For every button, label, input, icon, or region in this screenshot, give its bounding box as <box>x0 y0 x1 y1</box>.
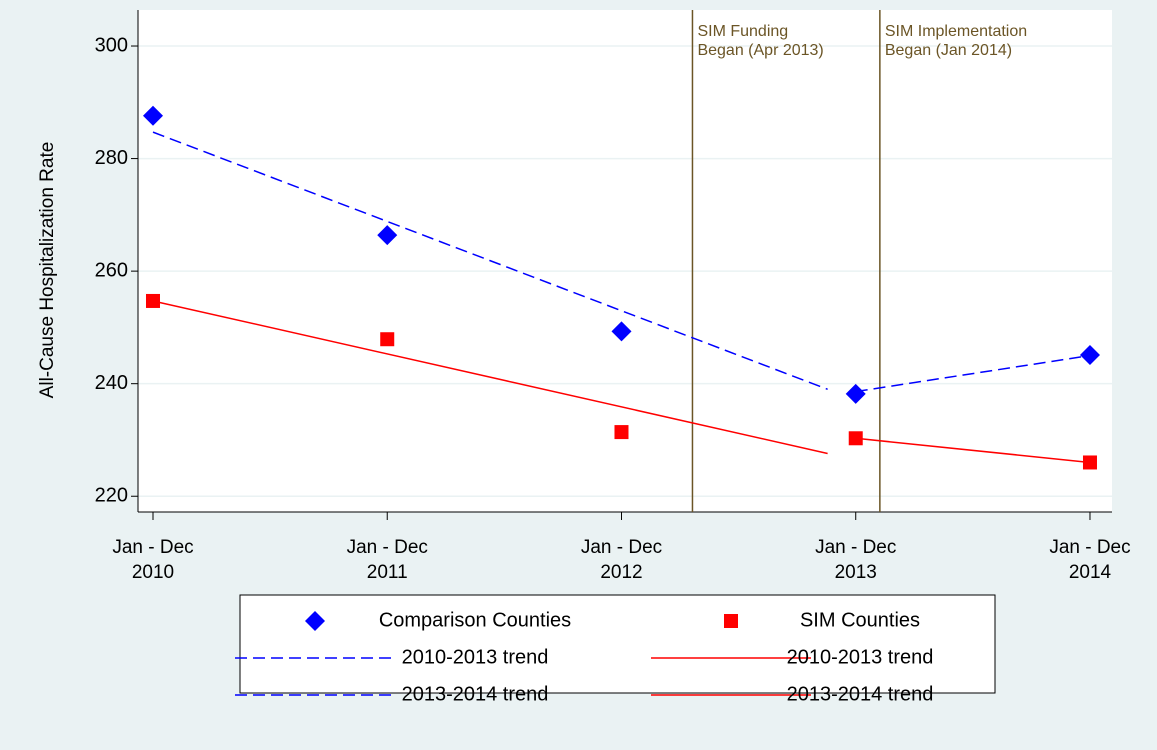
event-label: Began (Apr 2013) <box>697 42 823 59</box>
event-label: SIM Funding <box>697 23 788 40</box>
trend-line <box>855 354 1091 393</box>
square-marker <box>380 332 395 347</box>
legend-label: Comparison Counties <box>379 609 571 631</box>
trend-line <box>152 300 828 455</box>
legend-box <box>239 594 996 694</box>
x-tick-label: 2011 <box>367 562 408 583</box>
diamond-marker <box>305 611 325 631</box>
y-tick-label: 300 <box>95 34 128 56</box>
square-marker <box>724 614 738 628</box>
diamond-marker <box>377 225 398 246</box>
legend-label: 2013-2014 trend <box>402 683 549 705</box>
legend-label: 2013-2014 trend <box>787 683 934 705</box>
event-label: SIM Implementation <box>885 23 1027 40</box>
event-label: Began (Jan 2014) <box>885 42 1012 59</box>
y-tick-label: 260 <box>95 259 128 281</box>
legend-label: 2010-2013 trend <box>787 646 934 668</box>
x-tick-label: 2013 <box>835 562 877 583</box>
x-tick-label: Jan - Dec <box>1049 537 1130 558</box>
x-tick-label: Jan - Dec <box>112 537 193 558</box>
square-marker <box>614 425 629 440</box>
y-tick-label: 280 <box>95 147 128 169</box>
x-tick-label: Jan - Dec <box>581 537 662 558</box>
x-tick-label: 2014 <box>1069 562 1112 583</box>
legend-label: SIM Counties <box>800 609 920 631</box>
diamond-marker <box>845 383 866 404</box>
y-tick-label: 240 <box>95 372 128 394</box>
y-axis-label: All-Cause Hospitalization Rate <box>37 142 58 399</box>
y-tick-label: 220 <box>95 485 128 507</box>
diamond-marker <box>142 105 163 126</box>
legend-label: 2010-2013 trend <box>402 646 549 668</box>
x-tick-label: Jan - Dec <box>815 537 896 558</box>
trend-line <box>855 437 1091 464</box>
diamond-marker <box>611 321 632 342</box>
x-tick-label: Jan - Dec <box>347 537 428 558</box>
diamond-marker <box>1079 344 1100 365</box>
x-tick-label: 2010 <box>132 562 174 583</box>
x-tick-label: 2012 <box>600 562 642 583</box>
trend-line <box>152 131 828 391</box>
